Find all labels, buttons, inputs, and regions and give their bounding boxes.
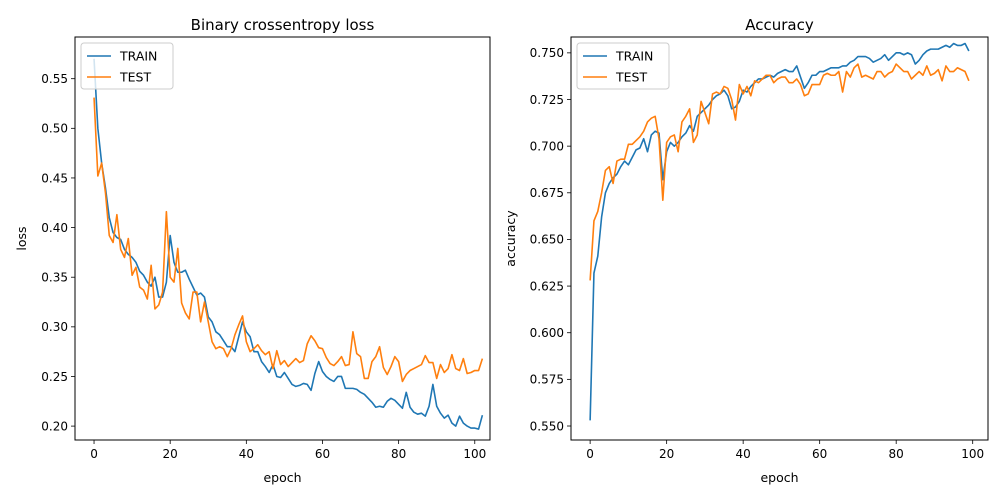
- chart-2-y-tick-label: 0.675: [530, 186, 564, 200]
- chart-2-x-tick-label: 100: [961, 447, 984, 461]
- chart-2-x-axis-label: epoch: [760, 470, 798, 485]
- chart-1-legend-label-train: TRAIN: [119, 49, 157, 64]
- chart-1-series-test-line: [93, 97, 484, 383]
- chart-1-x-tick-label: 20: [163, 447, 178, 461]
- chart-2-y-tick-label: 0.750: [530, 46, 564, 60]
- chart-1-x-axis-label: epoch: [263, 470, 301, 485]
- chart-2-x-tick-label: 20: [659, 447, 674, 461]
- chart-2-x-tick-label: 80: [889, 447, 904, 461]
- chart-1-y-tick-label: 0.40: [41, 221, 68, 235]
- chart-1-series-train-line: [93, 58, 484, 430]
- chart-2-plot-frame: [570, 36, 989, 441]
- chart-1-y-tick-label: 0.30: [41, 320, 68, 334]
- chart-1-y-tick-label: 0.35: [41, 271, 68, 285]
- chart-2-y-tick-label: 0.550: [530, 419, 564, 433]
- chart-1-x-tick-label: 80: [391, 447, 406, 461]
- chart-2-legend-label-test: TEST: [615, 70, 647, 85]
- chart-1-y-tick-label: 0.45: [41, 171, 68, 185]
- chart-1-y-tick-label: 0.25: [41, 370, 68, 384]
- chart-2-y-tick-label: 0.700: [530, 139, 564, 153]
- chart-1-title: Binary crossentropy loss: [191, 16, 375, 34]
- chart-1-y-axis-label: loss: [14, 226, 29, 250]
- chart-2-y-tick-label: 0.600: [530, 326, 564, 340]
- chart-1-x-tick-label: 0: [90, 447, 98, 461]
- chart-2-title: Accuracy: [745, 16, 814, 34]
- chart-2: Accuracy 0 20 40 60 80 100 0.550 0.575 0.600 0.625…: [503, 16, 989, 485]
- chart-2-y-axis-label: accuracy: [503, 210, 518, 267]
- chart-1-x-tick-label: 100: [463, 447, 486, 461]
- chart-2-series-train-line: [589, 42, 970, 421]
- chart-2-x-tick-label: 60: [812, 447, 827, 461]
- chart-1: Binary crossentropy loss 0 20 40 60 80 100 0.20…: [14, 16, 491, 485]
- chart-1-plot-frame: [74, 36, 491, 441]
- chart-2-legend-label-train: TRAIN: [615, 49, 653, 64]
- chart-2-y-tick-label: 0.725: [530, 93, 564, 107]
- chart-1-y-tick-label: 0.20: [41, 419, 68, 433]
- chart-1-x-tick-label: 40: [239, 447, 254, 461]
- chart-2-series-test-line: [589, 63, 970, 281]
- chart-2-x-tick-label: 40: [736, 447, 751, 461]
- chart-2-x-tick-label: 0: [586, 447, 594, 461]
- chart-1-y-tick-label: 0.55: [41, 72, 68, 86]
- chart-2-y-tick-label: 0.650: [530, 233, 564, 247]
- chart-1-legend: TRAIN TEST: [80, 42, 174, 90]
- chart-1-x-tick-label: 60: [315, 447, 330, 461]
- chart-2-y-tick-label: 0.575: [530, 373, 564, 387]
- chart-1-y-tick-label: 0.50: [41, 122, 68, 136]
- chart-1-legend-label-test: TEST: [119, 70, 151, 85]
- chart-2-y-tick-label: 0.625: [530, 279, 564, 293]
- chart-2-legend: TRAIN TEST: [576, 42, 670, 90]
